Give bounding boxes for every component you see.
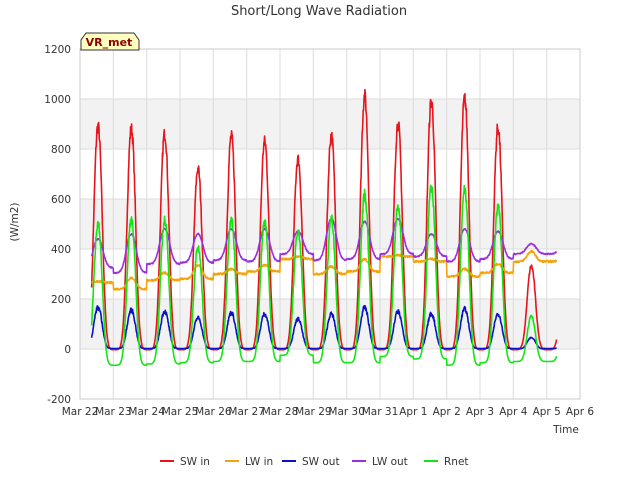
chart-title: Short/Long Wave Radiation [231, 4, 407, 19]
site-label: VR_met [86, 36, 133, 49]
y-tick-label: 1000 [44, 94, 71, 106]
series-line-lw-out [90, 217, 558, 275]
y-tick-label: 600 [51, 194, 71, 206]
x-tick-label: Mar 23 [95, 406, 132, 418]
x-tick-label: Mar 22 [62, 406, 99, 418]
x-tick-label: Mar 27 [228, 406, 265, 418]
x-tick-label: Apr 4 [499, 406, 528, 418]
x-tick-label: Apr 5 [533, 406, 561, 418]
x-tick-label: Apr 3 [466, 406, 494, 418]
x-tick-label: Mar 31 [362, 406, 399, 418]
y-tick-label: 1200 [44, 44, 71, 56]
series-line-sw-in [90, 88, 558, 351]
x-tick-label: Mar 30 [328, 406, 365, 418]
site-label-box: VR_met [80, 32, 140, 51]
site-label-shape [80, 32, 140, 51]
legend-label-sw-in: SW in [180, 456, 210, 468]
x-tick-label: Mar 26 [195, 406, 232, 418]
series-line-rnet [90, 184, 558, 367]
legend-label-rnet: Rnet [444, 456, 469, 468]
plot-border [79, 48, 581, 400]
axes [79, 48, 581, 400]
legend: SW in LW in SW out LW out Rnet [160, 456, 469, 468]
x-tick-label: Apr 6 [566, 406, 595, 418]
y-tick-label: 200 [51, 294, 71, 306]
x-axis-label: Time [552, 424, 579, 436]
series-layer [90, 88, 558, 367]
x-tick-label: Mar 28 [262, 406, 299, 418]
x-tick-label: Apr 2 [433, 406, 461, 418]
legend-label-lw-out: LW out [372, 456, 408, 468]
legend-label-sw-out: SW out [302, 456, 340, 468]
x-tick-label: Mar 25 [162, 406, 199, 418]
y-tick-labels: -200 0 200 400 600 800 1000 1200 [44, 44, 71, 406]
legend-label-lw-in: LW in [245, 456, 273, 468]
x-tick-label: Apr 1 [399, 406, 427, 418]
x-tick-label: Mar 29 [295, 406, 332, 418]
y-tick-label: 400 [51, 244, 71, 256]
grid-band [80, 299, 580, 349]
y-tick-label: 800 [51, 144, 71, 156]
y-tick-label: -200 [47, 394, 71, 406]
x-tick-label: Mar 24 [128, 406, 165, 418]
y-tick-label: 0 [64, 344, 71, 356]
y-axis-label: (W/m2) [9, 202, 21, 241]
